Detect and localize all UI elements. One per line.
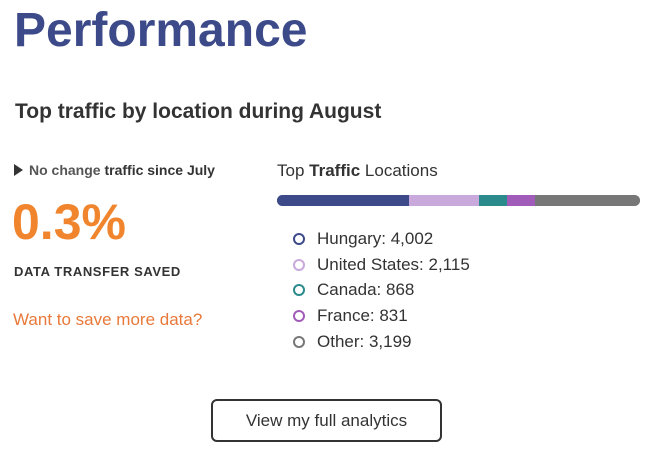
legend-item: France: 831 <box>293 303 470 329</box>
bar-segment-canada <box>478 195 508 206</box>
legend-item-label: France: 831 <box>317 305 408 325</box>
legend-item-label: Canada: 868 <box>317 280 415 300</box>
legend-item-label: United States: 2,115 <box>317 254 470 274</box>
play-arrow-icon <box>14 164 23 176</box>
locations-legend: Hungary: 4,002 United States: 2,115 Canada… <box>293 226 470 354</box>
circle-marker-icon <box>293 284 305 297</box>
section-heading: Top traffic by location during August <box>15 100 382 123</box>
traffic-change-indicator: No change traffic since July <box>14 161 215 179</box>
bar-segment-hungary <box>277 195 409 206</box>
legend-item-label: Hungary: 4,002 <box>317 228 434 248</box>
legend-item: Other: 3,199 <box>293 329 470 355</box>
page-title: Performance <box>14 4 308 57</box>
locations-title-bold: Traffic <box>309 161 361 180</box>
data-saved-label: DATA TRANSFER SAVED <box>14 264 181 279</box>
change-status-text: No change <box>29 162 101 178</box>
bar-segment-other <box>534 195 640 206</box>
legend-item: Hungary: 4,002 <box>293 226 470 252</box>
legend-item: United States: 2,115 <box>293 252 470 278</box>
change-period-text: traffic since July <box>104 162 215 178</box>
traffic-distribution-bar <box>277 195 640 206</box>
legend-item-label: Other: 3,199 <box>317 331 412 351</box>
circle-marker-icon <box>293 309 305 322</box>
locations-title-prefix: Top <box>277 161 305 180</box>
bar-segment-united-states <box>408 195 479 206</box>
save-more-data-link[interactable]: Want to save more data? <box>13 310 203 329</box>
locations-title-suffix: Locations <box>364 161 438 180</box>
circle-marker-icon <box>293 335 305 348</box>
bar-segment-france <box>507 195 535 206</box>
circle-marker-icon <box>293 232 305 245</box>
data-saved-percent: 0.3% <box>12 194 126 250</box>
circle-marker-icon <box>293 258 305 271</box>
locations-title: Top Traffic Locations <box>277 160 438 182</box>
view-analytics-button[interactable]: View my full analytics <box>211 399 442 442</box>
legend-item: Canada: 868 <box>293 277 470 303</box>
